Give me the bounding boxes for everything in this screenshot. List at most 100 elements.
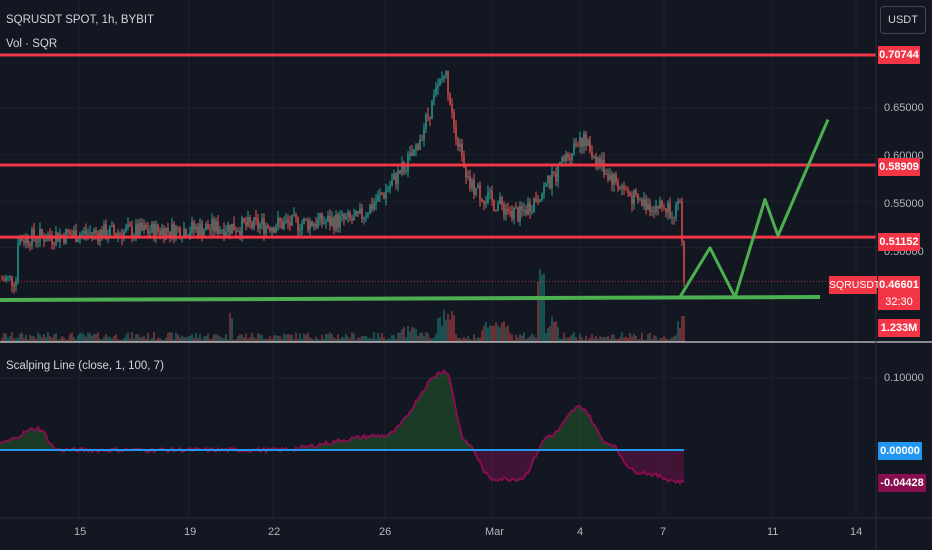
volume-bar bbox=[225, 334, 227, 342]
volume-bar bbox=[239, 334, 241, 342]
volume-bar bbox=[603, 336, 605, 342]
volume-bar bbox=[59, 338, 61, 342]
candle-body bbox=[63, 235, 65, 244]
candle-body bbox=[45, 240, 47, 242]
volume-legend[interactable]: Vol · SQR bbox=[6, 38, 58, 50]
candle-body bbox=[683, 241, 685, 282]
candle-body bbox=[129, 224, 131, 227]
volume-bar bbox=[277, 335, 279, 342]
candle-body bbox=[205, 224, 207, 231]
symbol-title[interactable]: SQRUSDT SPOT, 1h, BYBIT bbox=[6, 14, 155, 26]
candle-body bbox=[451, 104, 453, 113]
candle-body bbox=[257, 219, 259, 229]
volume-bar bbox=[591, 334, 593, 342]
volume-bar bbox=[65, 339, 67, 342]
volume-bar bbox=[393, 335, 395, 342]
volume-bar bbox=[307, 332, 309, 342]
horizontal-levels[interactable] bbox=[0, 53, 876, 302]
candle-body bbox=[43, 235, 45, 242]
projection-zigzag[interactable] bbox=[678, 118, 830, 299]
candle-body bbox=[629, 192, 631, 196]
grid-lines bbox=[0, 0, 876, 518]
candle-body bbox=[383, 194, 385, 199]
candle-body bbox=[615, 174, 617, 182]
volume-bar bbox=[487, 327, 489, 342]
candle-body bbox=[227, 224, 229, 232]
currency-button[interactable]: USDT bbox=[880, 6, 926, 34]
volume-bar bbox=[103, 336, 105, 342]
volume-bar bbox=[361, 336, 363, 342]
candle-body bbox=[157, 224, 159, 232]
candle-body bbox=[23, 240, 25, 243]
volume-bar bbox=[363, 336, 365, 342]
volume-bar bbox=[153, 332, 155, 342]
candle-body bbox=[379, 193, 381, 196]
candle-body bbox=[7, 276, 9, 278]
indicator-title[interactable]: Scalping Line (close, 1, 100, 7) bbox=[6, 360, 164, 372]
price-tick-0: 0.65000 bbox=[884, 102, 924, 114]
candle-body bbox=[271, 227, 273, 232]
price-tick-2: 0.55000 bbox=[884, 198, 924, 210]
volume-bar bbox=[681, 316, 683, 342]
candle-body bbox=[559, 162, 561, 164]
candle-body bbox=[137, 223, 139, 236]
volume-bar bbox=[125, 334, 127, 342]
volume-bar bbox=[83, 334, 85, 342]
volume-bar bbox=[47, 332, 49, 342]
volume-bar bbox=[401, 329, 403, 342]
volume-bar bbox=[203, 336, 205, 342]
volume-bar bbox=[79, 332, 81, 342]
volume-bar bbox=[441, 325, 443, 342]
candle-body bbox=[445, 70, 447, 76]
candle-body bbox=[673, 217, 675, 219]
volume-bar bbox=[283, 333, 285, 342]
volume-bar bbox=[461, 339, 463, 342]
volume-bar bbox=[51, 337, 53, 342]
candle-body bbox=[659, 200, 661, 209]
volume-bar bbox=[529, 336, 531, 342]
candle-body bbox=[465, 167, 467, 178]
projection-path[interactable] bbox=[678, 118, 830, 299]
candle-body bbox=[149, 231, 151, 234]
support-line[interactable] bbox=[0, 295, 821, 302]
candle-body bbox=[85, 230, 87, 235]
time-label-3: 26 bbox=[379, 526, 392, 538]
volume-bar bbox=[265, 338, 267, 342]
candle-body bbox=[233, 223, 235, 231]
volume-bar bbox=[137, 334, 139, 342]
candle-body bbox=[507, 208, 509, 211]
volume-bars bbox=[1, 269, 685, 342]
volume-bar bbox=[505, 327, 507, 342]
candle-body bbox=[403, 162, 405, 172]
candle-body bbox=[285, 219, 287, 222]
candle-body bbox=[637, 194, 639, 200]
candle-body bbox=[289, 222, 291, 226]
volume-bar bbox=[445, 319, 447, 342]
candle-body bbox=[95, 230, 97, 234]
volume-bar bbox=[575, 337, 577, 342]
volume-bar bbox=[199, 334, 201, 342]
volume-bar bbox=[189, 335, 191, 342]
candle-body bbox=[397, 170, 399, 185]
volume-bar bbox=[399, 332, 401, 342]
candle-body bbox=[681, 201, 683, 242]
candle-body bbox=[301, 223, 303, 231]
volume-bar bbox=[117, 339, 119, 342]
volume-bar bbox=[233, 339, 235, 342]
volume-bar bbox=[331, 333, 333, 342]
candle-body bbox=[483, 201, 485, 204]
candle-body bbox=[41, 228, 43, 236]
candle-body bbox=[405, 170, 407, 172]
candle-body bbox=[321, 213, 323, 224]
candle-body bbox=[675, 204, 677, 218]
volume-bar bbox=[289, 334, 291, 342]
candle-body bbox=[191, 221, 193, 233]
volume-bar bbox=[191, 334, 193, 342]
volume-bar bbox=[45, 337, 47, 342]
candle-body bbox=[657, 205, 659, 209]
candle-body bbox=[37, 241, 39, 243]
volume-bar bbox=[419, 332, 421, 342]
candle-body bbox=[71, 234, 73, 236]
